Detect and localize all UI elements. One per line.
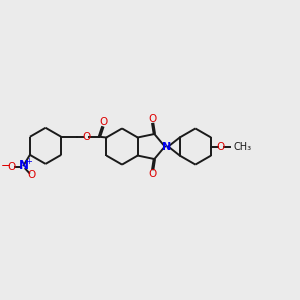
Text: CH₃: CH₃ [234, 142, 252, 152]
Text: O: O [7, 162, 16, 172]
Text: O: O [82, 132, 90, 142]
Text: N: N [19, 159, 28, 172]
Text: O: O [148, 114, 157, 124]
Text: N: N [162, 142, 171, 152]
Text: O: O [100, 117, 108, 127]
Text: O: O [148, 169, 157, 179]
Text: O: O [27, 170, 35, 180]
Text: O: O [217, 142, 225, 152]
Text: −: − [0, 160, 10, 172]
Text: +: + [25, 157, 32, 166]
